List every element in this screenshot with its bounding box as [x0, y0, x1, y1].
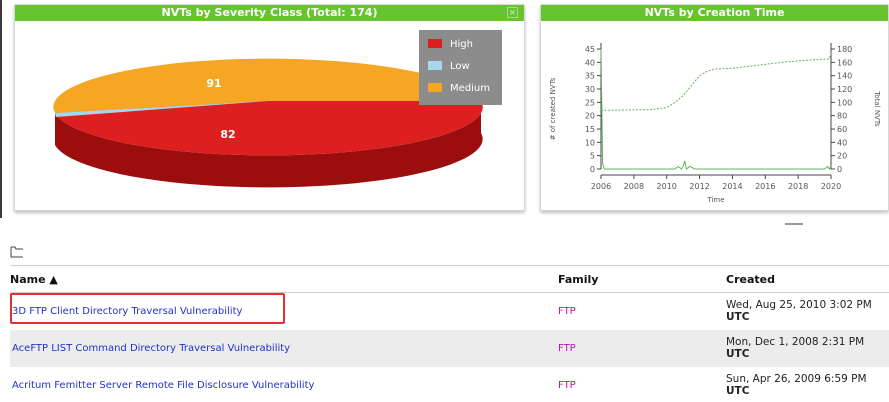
table-row: AceFTP LIST Command Directory Traversal …: [10, 329, 889, 367]
nvt-name-link[interactable]: AceFTP LIST Command Directory Traversal …: [12, 342, 291, 354]
y-left-tick-label: 35: [585, 72, 595, 81]
y-left-tick-label: 45: [585, 45, 595, 54]
x-tick-label: 2006: [591, 182, 611, 191]
severity-chart-title: NVTs by Severity Class (Total: 174): [161, 6, 378, 19]
legend-label-high: High: [450, 39, 473, 50]
x-axis-label: Time: [706, 196, 724, 204]
folder-icon[interactable]: [10, 246, 24, 258]
created-date: Sun, Apr 26, 2009 6:59 PM: [726, 373, 867, 385]
y-right-tick-label: 160: [837, 58, 852, 67]
y-right-tick-label: 180: [837, 45, 852, 54]
y-right-tick-label: 20: [837, 152, 847, 161]
created-date: Wed, Aug 25, 2010 3:02 PM: [726, 299, 872, 312]
creation-time-chart: 0 5 10 15 20 25 30 35 40 45 0 20 40 60 80 100 120 140 160 1…: [549, 43, 881, 204]
selection-highlight: [10, 293, 285, 324]
severity-pie-chart: 91 82: [53, 58, 483, 188]
pie-label-high: 82: [220, 128, 235, 141]
pie-slice-medium[interactable]: [53, 58, 481, 113]
y-right-tick-label: 120: [837, 85, 852, 94]
nvt-table: Name ▲ Family Created 3D FTP Client Dire…: [10, 265, 889, 402]
legend-swatch-low: [428, 61, 442, 70]
y-right-tick-label: 0: [837, 165, 842, 174]
nvt-name-link[interactable]: 3D FTP Client Directory Traversal Vulner…: [12, 305, 243, 317]
y-left-tick-label: 5: [590, 152, 595, 161]
x-tick-label: 2020: [821, 182, 841, 191]
x-tick-label: 2010: [657, 182, 677, 191]
pie-slice-high-side: [55, 101, 483, 188]
column-header-name[interactable]: Name ▲: [10, 265, 558, 293]
y-left-tick-label: 40: [585, 58, 595, 67]
y-left-tick-label: 10: [585, 138, 595, 147]
created-tz: UTC: [726, 385, 750, 397]
nvt-created: Sun, Apr 26, 2009 6:59 PM UTC: [726, 367, 889, 402]
nvt-created: Wed, Aug 25, 2010 3:02 PM UTC: [726, 293, 889, 330]
x-tick-label: 2018: [788, 182, 808, 191]
y-axis-right-label: Total NVTs: [873, 90, 881, 127]
x-tick-label: 2012: [689, 182, 709, 191]
severity-chart-panel: NVTs by Severity Class (Total: 174) × 91…: [14, 4, 525, 211]
nvt-family-link[interactable]: FTP: [558, 305, 576, 317]
severity-legend: High Low Medium: [419, 30, 502, 105]
legend-swatch-medium: [428, 83, 442, 92]
legend-item-medium[interactable]: Medium: [428, 82, 490, 96]
y-left-tick-label: 25: [585, 98, 595, 107]
column-header-created[interactable]: Created: [726, 265, 889, 293]
y-left-tick-label: 30: [585, 85, 595, 94]
resize-handle[interactable]: [785, 223, 803, 225]
created-date: Mon, Dec 1, 2008 2:31 PM: [726, 336, 865, 348]
creation-time-header[interactable]: NVTs by Creation Time: [541, 5, 888, 21]
created-nvts-line: [600, 48, 832, 170]
x-tick-label: 2008: [624, 182, 644, 191]
creation-time-panel: NVTs by Creation Time 0 5 10 15 20 25 30 35 40 45…: [540, 4, 889, 211]
close-icon[interactable]: ×: [507, 7, 518, 18]
creation-time-title: NVTs by Creation Time: [644, 6, 785, 19]
y-right-tick-label: 140: [837, 72, 852, 81]
created-tz: UTC: [726, 311, 750, 324]
legend-item-low[interactable]: Low: [428, 60, 470, 74]
y-right-tick-label: 60: [837, 125, 847, 134]
legend-item-high[interactable]: High: [428, 38, 473, 52]
created-tz: UTC: [726, 348, 750, 360]
x-tick-label: 2016: [755, 182, 775, 191]
y-left-tick-label: 20: [585, 112, 595, 121]
pie-slice-low[interactable]: [55, 101, 268, 117]
nvt-name-link[interactable]: Acritum Femitter Server Remote File Disc…: [12, 379, 315, 391]
x-tick-label: 2014: [722, 182, 742, 191]
nvt-created: Mon, Dec 1, 2008 2:31 PM UTC: [726, 329, 889, 367]
table-row: 3D FTP Client Directory Traversal Vulner…: [10, 293, 889, 330]
pie-label-medium: 91: [206, 77, 221, 90]
nvt-family-link[interactable]: FTP: [558, 342, 576, 354]
y-left-tick-label: 0: [590, 165, 595, 174]
total-nvts-line: [600, 52, 832, 111]
y-right-tick-label: 100: [837, 98, 852, 107]
legend-label-low: Low: [450, 61, 470, 72]
table-row: Acritum Femitter Server Remote File Disc…: [10, 367, 889, 402]
column-header-family[interactable]: Family: [558, 265, 726, 293]
pie-slice-high[interactable]: [55, 101, 483, 156]
left-border: [0, 0, 2, 218]
y-right-tick-label: 40: [837, 138, 847, 147]
severity-chart-header[interactable]: NVTs by Severity Class (Total: 174) ×: [15, 5, 524, 21]
y-right-tick-label: 80: [837, 112, 847, 121]
legend-label-medium: Medium: [450, 83, 490, 94]
y-left-tick-label: 15: [585, 125, 595, 134]
y-axis-left-label: # of created NVTs: [549, 77, 557, 140]
legend-swatch-high: [428, 39, 442, 48]
table-header-row: Name ▲ Family Created: [10, 265, 889, 293]
nvt-family-link[interactable]: FTP: [558, 379, 576, 391]
